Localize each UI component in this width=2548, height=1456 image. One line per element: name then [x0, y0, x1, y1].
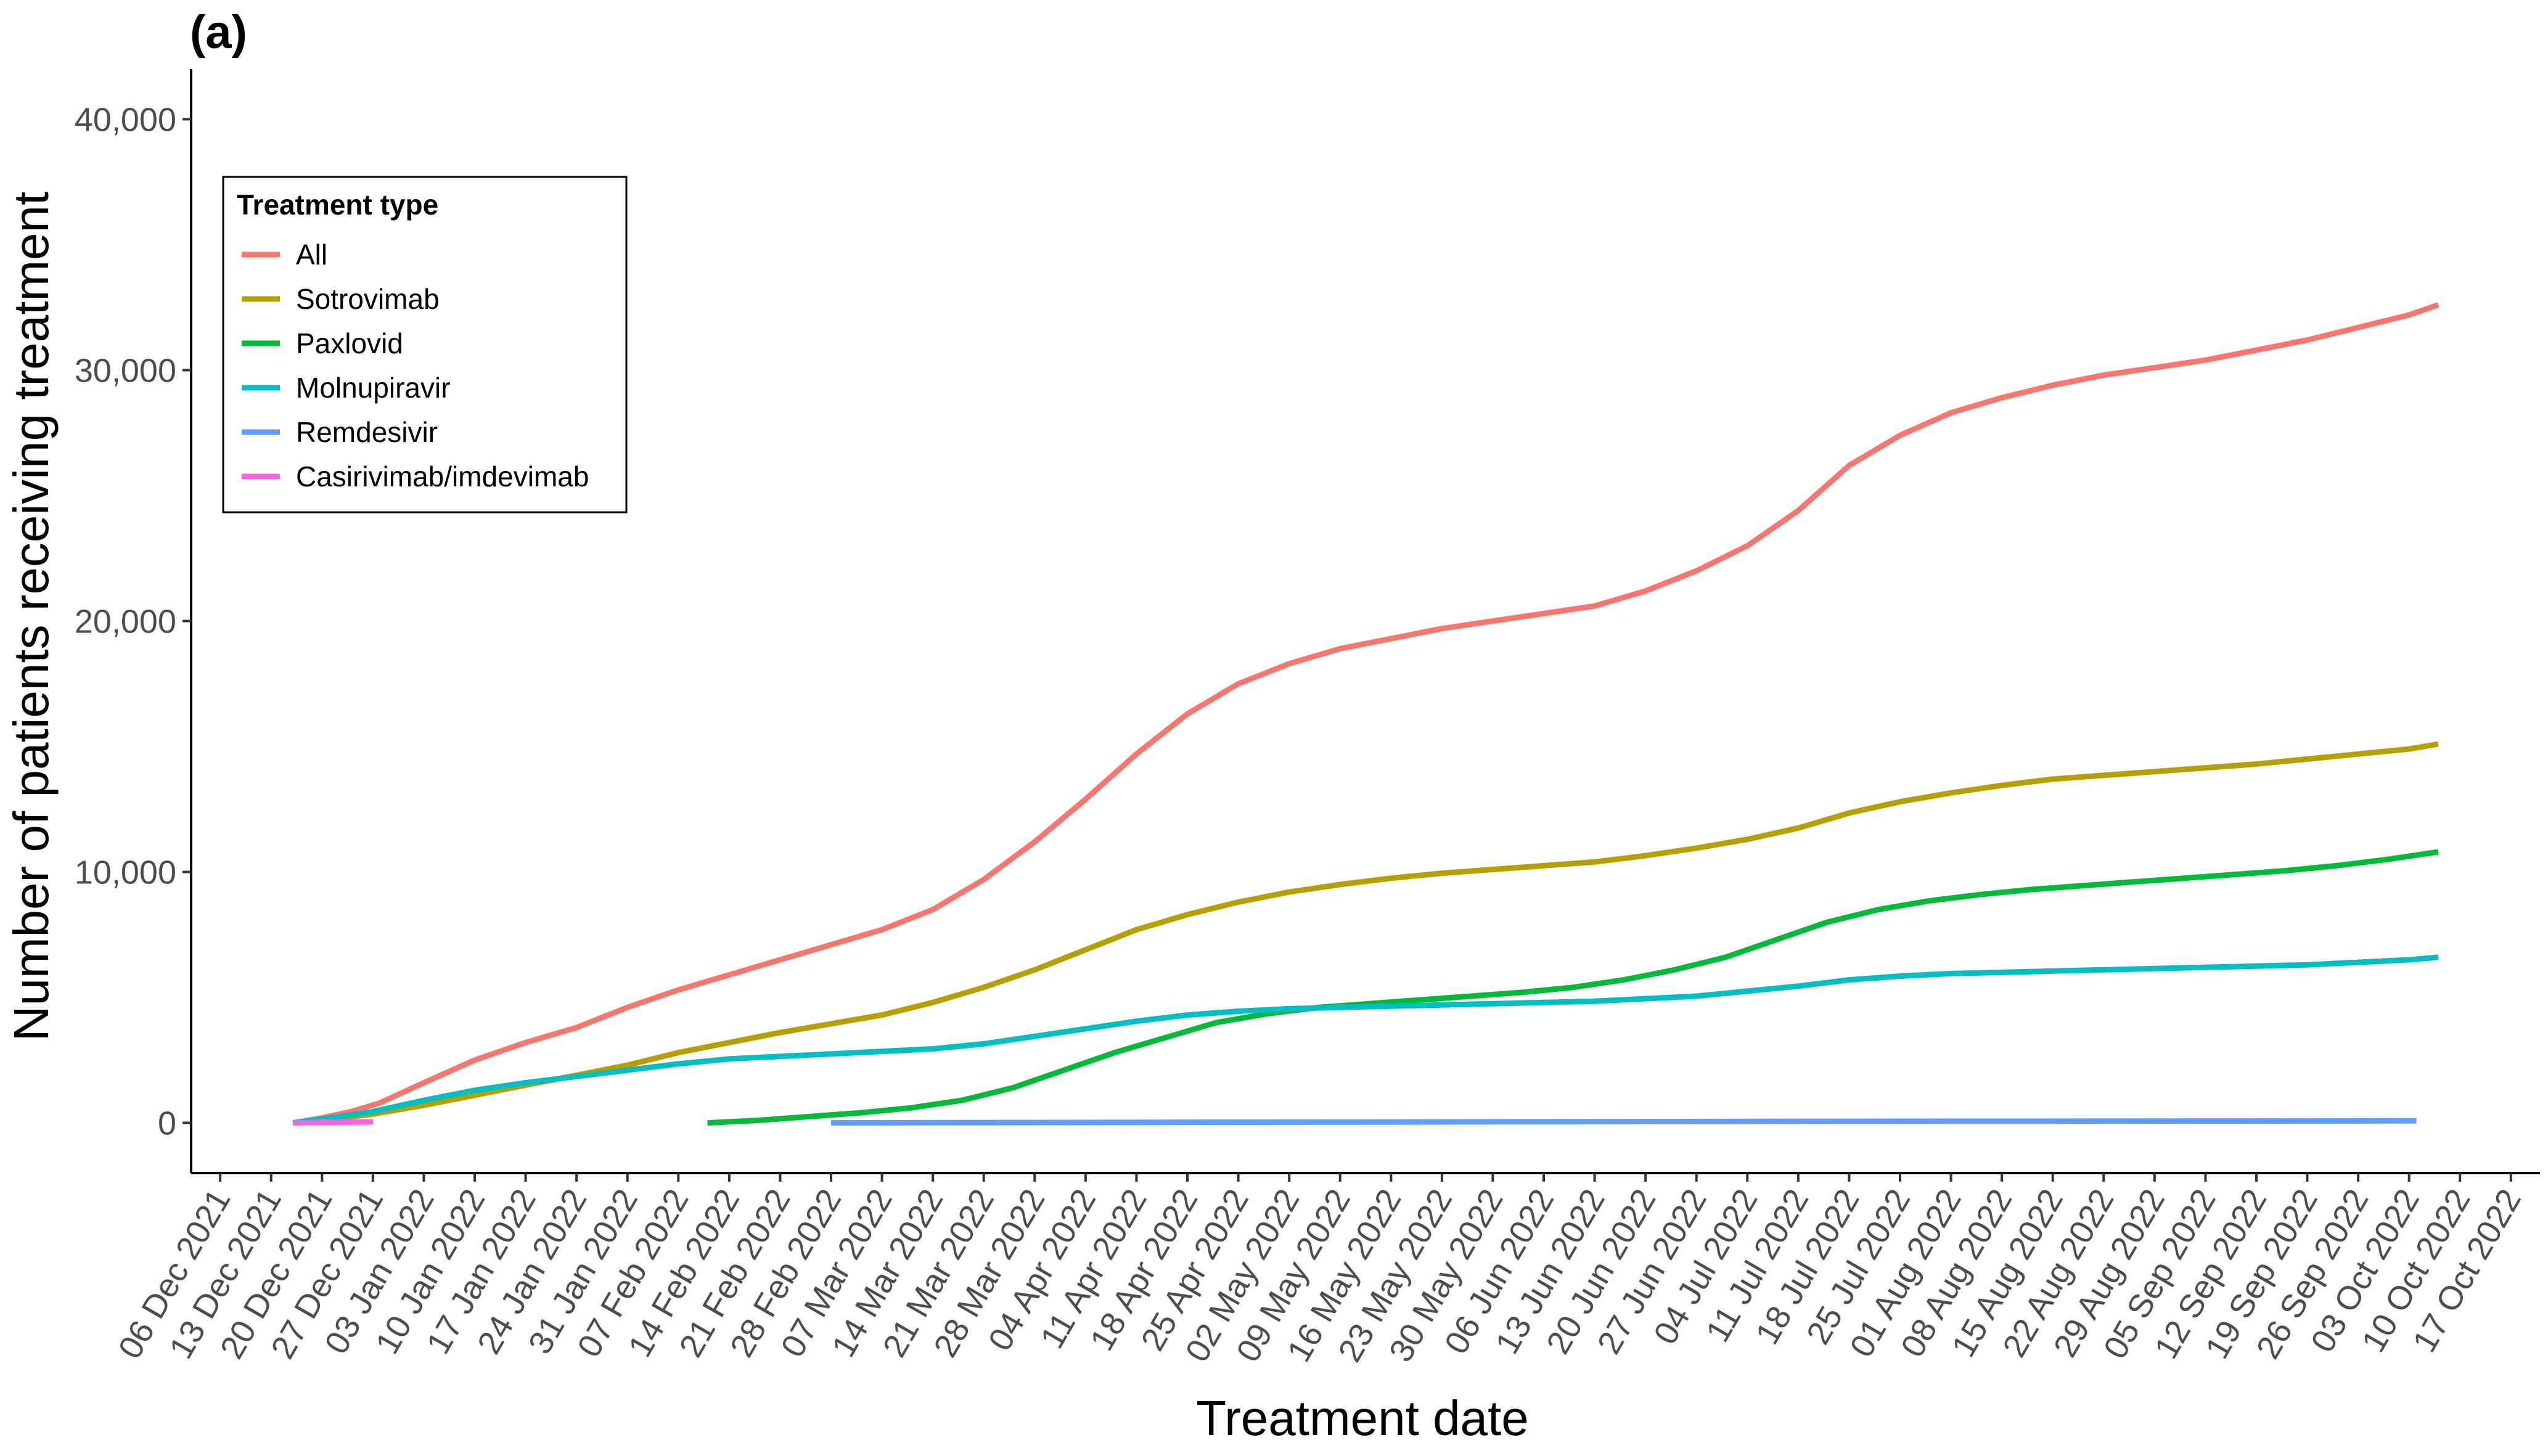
legend-box: [222, 176, 628, 513]
legend-items: All Sotrovimab Paxlovid Molnupiravir Remdesi…: [242, 239, 589, 493]
legend-label: Sotrovimab: [296, 283, 440, 315]
series-layer: [292, 302, 2439, 1126]
legend-label: Remdesivir: [296, 416, 438, 448]
series-line: [292, 741, 2439, 1126]
y-tick-label: 40,000: [75, 101, 176, 138]
legend-label: Molnupiravir: [296, 372, 451, 404]
series-line: [707, 849, 2439, 1126]
y-tick-label: 20,000: [75, 603, 176, 640]
y-tick-label: 0: [158, 1105, 176, 1142]
series-line: [830, 1118, 2417, 1126]
y-axis-title: Number of patients receiving treatment: [4, 192, 59, 1041]
legend-label: Paxlovid: [296, 327, 403, 359]
y-tick-label: 30,000: [75, 352, 176, 389]
legend-title: Treatment type: [237, 189, 438, 221]
series-line: [292, 302, 2439, 1126]
legend: Treatment type All Sotrovimab Paxlovid Moln…: [222, 176, 628, 513]
legend-label: All: [296, 239, 327, 271]
legend-label: Casirivimab/imdevimab: [296, 460, 589, 493]
x-axis-title: Treatment date: [1196, 1391, 1529, 1446]
y-tick-label: 10,000: [75, 854, 176, 891]
series-line: [292, 954, 2439, 1126]
panel-label: (a): [190, 6, 247, 59]
y-ticks: 0 10,000 20,000 30,000 40,000: [75, 101, 191, 1142]
series-line: [293, 1119, 373, 1126]
